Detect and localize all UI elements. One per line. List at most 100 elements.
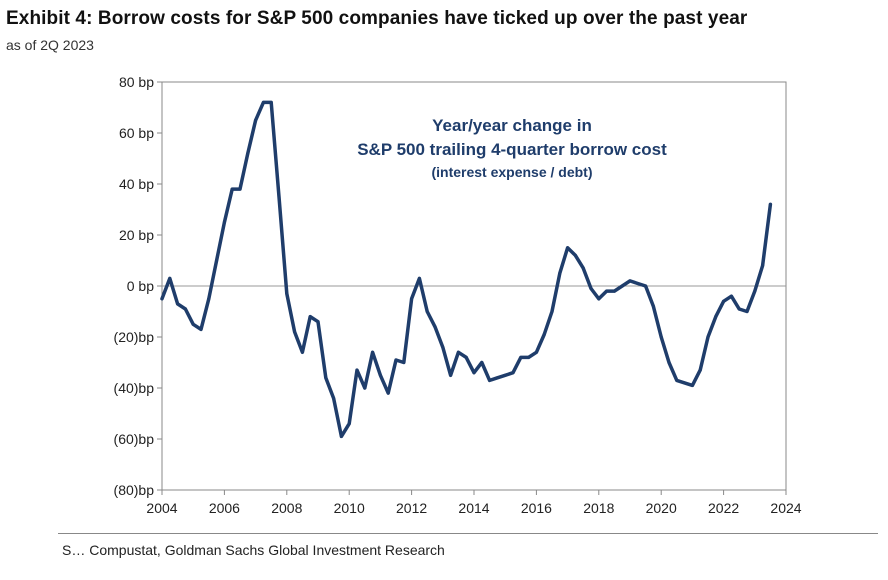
series-data-point [698, 368, 702, 372]
line-chart: 80 bp 60 bp 40 bp 20 bp 0 bp (20)bp (40)bp (60)… [114, 74, 802, 516]
chart-title: Exhibit 4: Borrow costs for S&P 500 comp… [6, 8, 748, 29]
series-data-point [472, 371, 476, 375]
y-tick-label: 0 bp [127, 278, 154, 294]
y-tick-label: 40 bp [119, 176, 154, 192]
series-data-point [488, 378, 492, 382]
series-data-point [503, 373, 507, 377]
series-data-point [371, 350, 375, 354]
series-data-point [176, 302, 180, 306]
series-data-point [222, 220, 226, 224]
series-data-point [675, 378, 679, 382]
series-data-point [394, 358, 398, 362]
series-data-point [316, 320, 320, 324]
x-tick-label: 2022 [708, 500, 739, 516]
series-data-point [558, 271, 562, 275]
chart-subtitle: as of 2Q 2023 [6, 37, 94, 53]
series-data-point [449, 373, 453, 377]
series-data-point [168, 276, 172, 280]
x-tick-label: 2004 [146, 500, 177, 516]
series-data-point [597, 297, 601, 301]
y-tick-label: (40)bp [114, 380, 155, 396]
series-data-point [277, 195, 281, 199]
series-data-point [324, 376, 328, 380]
series-data-point [238, 187, 242, 191]
annotation-line-2: S&P 500 trailing 4-quarter borrow cost [357, 140, 667, 159]
series-data-point [768, 202, 772, 206]
series-data-point [589, 287, 593, 290]
series-data-point [761, 264, 765, 268]
y-tick-label: 20 bp [119, 227, 154, 243]
series-data-point [215, 259, 219, 262]
series-data-point [566, 246, 570, 250]
series-data-point [722, 299, 726, 303]
series-data-point [386, 391, 390, 395]
series-data-point [261, 100, 265, 104]
series-data-point [745, 310, 749, 313]
y-tick-label: 60 bp [119, 125, 154, 141]
footer-divider [58, 533, 878, 534]
series-data-point [612, 289, 616, 293]
x-tick-label: 2012 [396, 500, 427, 516]
series-data-point [550, 310, 554, 313]
series-data-point [714, 315, 718, 319]
y-tick-label: 80 bp [119, 74, 154, 90]
series-data-point [308, 315, 312, 319]
series-data-point [269, 100, 273, 104]
series-data-point [659, 335, 663, 339]
series-data-point [667, 361, 671, 364]
y-tick-label: (60)bp [114, 431, 155, 447]
series-data-point [363, 386, 367, 390]
x-axis: 2004 2006 2008 2010 2012 2014 2016 2018 2020 2022… [146, 490, 802, 516]
series-data-point [285, 292, 289, 296]
series-data-point [511, 371, 515, 375]
series-data-point [183, 307, 187, 311]
series-data-point [230, 187, 234, 191]
series-data-point [347, 422, 351, 426]
series-data-point [300, 350, 304, 354]
series-data-point [542, 333, 546, 336]
series-data-point [293, 330, 297, 334]
x-tick-label: 2024 [770, 500, 801, 516]
series-points [160, 100, 772, 438]
series-data-point [628, 279, 632, 283]
series-data-point [355, 368, 359, 372]
series-data-point [737, 307, 741, 311]
series-data-point [581, 266, 585, 270]
series-data-point [339, 434, 343, 438]
series-data-point [605, 289, 609, 293]
series-data-point [683, 381, 687, 385]
series-data-point [207, 297, 211, 301]
series-data-point [441, 345, 445, 349]
series-data-point [160, 297, 164, 301]
series-data-point [417, 276, 421, 280]
series-data-point [636, 282, 640, 285]
x-tick-label: 2010 [334, 500, 365, 516]
series-data-point [729, 294, 733, 298]
annotation-line-1: Year/year change in [432, 116, 592, 135]
series-data-point [620, 284, 624, 288]
series-data-point [651, 304, 655, 308]
series-data-point [246, 151, 250, 155]
x-tick-label: 2020 [646, 500, 677, 516]
series-data-point [527, 355, 531, 359]
x-tick-label: 2008 [271, 500, 302, 516]
series-data-point [495, 376, 499, 380]
series-data-point [402, 361, 406, 364]
series-data-point [332, 396, 336, 400]
x-tick-label: 2014 [458, 500, 489, 516]
series-data-point [690, 383, 694, 387]
series-data-point [433, 325, 437, 329]
series-data-point [706, 335, 710, 339]
series-data-point [480, 361, 484, 364]
x-tick-label: 2016 [521, 500, 552, 516]
y-tick-label: (20)bp [114, 329, 155, 345]
series-data-point [425, 310, 429, 313]
x-tick-label: 2006 [209, 500, 240, 516]
annotation-line-3: (interest expense / debt) [431, 164, 592, 180]
series-data-point [254, 118, 258, 122]
series-data-point [456, 350, 460, 354]
x-tick-label: 2018 [583, 500, 614, 516]
series-data-point [519, 355, 523, 359]
source-note: S… Compustat, Goldman Sachs Global Inves… [62, 542, 445, 558]
series-data-point [753, 289, 757, 293]
